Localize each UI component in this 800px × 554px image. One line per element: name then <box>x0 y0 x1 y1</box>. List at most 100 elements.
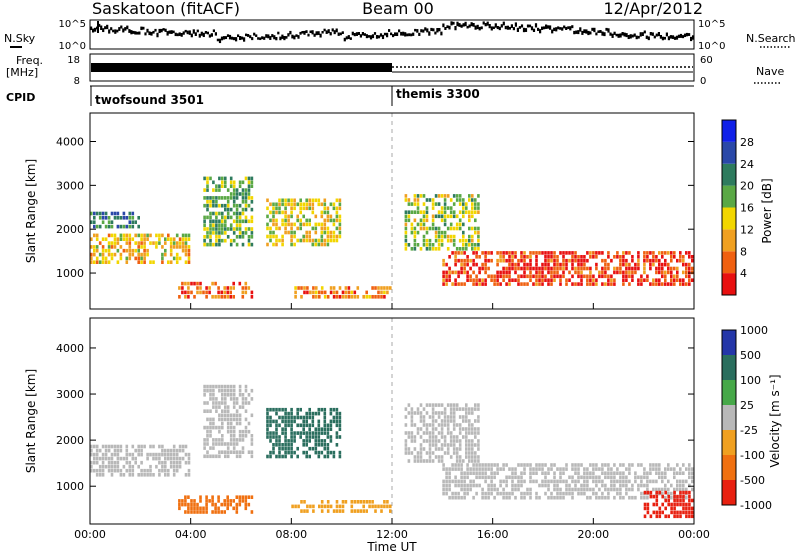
heatmap-cell <box>241 211 245 216</box>
heatmap-cell <box>452 415 456 419</box>
heatmap-cell <box>565 479 568 484</box>
heatmap-cell <box>652 255 655 259</box>
heatmap-cell <box>244 495 248 499</box>
heatmap-cell <box>437 415 441 419</box>
heatmap-cell <box>104 248 108 253</box>
heatmap-cell <box>452 234 456 239</box>
heatmap-cell <box>431 247 435 251</box>
colorbar-segment <box>722 185 736 208</box>
heatmap-cell <box>308 411 311 416</box>
heatmap-cell <box>625 270 628 275</box>
heatmap-cell <box>125 456 129 461</box>
heatmap-cell <box>302 238 305 243</box>
heatmap-cell <box>404 210 408 214</box>
heatmap-cell <box>589 471 592 475</box>
heatmap-cell <box>455 247 459 251</box>
noise-point <box>669 35 672 39</box>
heatmap-cell <box>244 502 248 507</box>
heatmap-cell <box>140 468 143 473</box>
noise-point <box>172 30 175 34</box>
heatmap-cell <box>471 459 474 463</box>
heatmap-cell <box>278 198 281 203</box>
heatmap-cell <box>442 262 445 267</box>
heatmap-cell <box>299 222 302 227</box>
heatmap-cell <box>311 198 315 203</box>
heatmap-cell <box>658 251 661 255</box>
heatmap-cell <box>193 295 196 299</box>
heatmap-cell <box>451 463 454 467</box>
heatmap-cell <box>110 460 114 465</box>
heatmap-cell <box>209 397 212 401</box>
heatmap-cell <box>212 388 215 393</box>
heatmap-cell <box>416 210 420 214</box>
heatmap-cell <box>550 491 553 496</box>
noise-point <box>448 25 451 30</box>
heatmap-cell <box>244 388 248 393</box>
heatmap-cell <box>218 188 221 192</box>
heatmap-cell <box>425 218 429 223</box>
heatmap-cell <box>190 290 193 295</box>
heatmap-cell <box>206 384 209 389</box>
heatmap-cell <box>419 415 423 419</box>
noise-tick-left-bottom: 10^0 <box>59 41 86 52</box>
heatmap-cell <box>673 510 676 515</box>
heatmap-cell <box>275 242 278 247</box>
heatmap-cell <box>416 407 420 411</box>
heatmap-cell <box>541 471 544 475</box>
heatmap-cell <box>604 258 607 263</box>
heatmap-cell <box>235 227 239 231</box>
heatmap-cell <box>284 431 287 435</box>
heatmap-cell <box>487 274 490 279</box>
heatmap-cell <box>272 202 275 207</box>
heatmap-cell <box>161 460 164 465</box>
noise-point <box>673 36 677 40</box>
heatmap-cell <box>679 467 682 471</box>
heatmap-cell <box>284 427 287 431</box>
heatmap-cell <box>628 487 631 492</box>
heatmap-cell <box>646 258 649 263</box>
heatmap-cell <box>164 252 167 257</box>
heatmap-cell <box>496 487 499 492</box>
heatmap-cell <box>226 506 229 511</box>
heatmap-cell <box>619 266 622 271</box>
heatmap-cell <box>643 490 647 495</box>
heatmap-cell <box>574 282 577 286</box>
heatmap-cell <box>637 487 640 492</box>
noise-point <box>692 35 695 40</box>
heatmap-cell <box>226 388 230 393</box>
heatmap-cell <box>266 411 269 416</box>
heatmap-cell <box>217 510 220 514</box>
heatmap-cell <box>326 238 330 243</box>
heatmap-cell <box>535 258 538 263</box>
heatmap-cell <box>318 295 321 299</box>
heatmap-cell <box>538 282 541 286</box>
heatmap-cell <box>238 405 242 409</box>
heatmap-cell <box>532 282 535 286</box>
heatmap-cell <box>437 202 441 206</box>
heatmap-cell <box>592 467 595 471</box>
heatmap-cell <box>499 483 502 488</box>
heatmap-cell <box>443 415 447 419</box>
heatmap-cell <box>232 192 236 196</box>
heatmap-cell <box>125 216 129 220</box>
heatmap-cell <box>122 248 126 253</box>
noise-point <box>579 27 582 32</box>
noise-point <box>291 34 294 39</box>
heatmap-cell <box>320 450 324 455</box>
noise-point <box>547 25 550 29</box>
heatmap-cell <box>583 483 586 488</box>
heatmap-cell <box>287 415 290 420</box>
heatmap-cell <box>517 274 520 279</box>
noise-point <box>239 36 242 41</box>
heatmap-cell <box>241 192 245 196</box>
heatmap-cell <box>158 452 161 457</box>
heatmap-cell <box>550 463 553 467</box>
heatmap-cell <box>505 483 508 488</box>
noise-point <box>404 32 407 37</box>
noise-point <box>154 28 157 32</box>
heatmap-cell <box>235 442 239 446</box>
heatmap-cell <box>278 415 281 420</box>
heatmap-cell <box>676 502 679 507</box>
heatmap-cell <box>229 413 233 418</box>
